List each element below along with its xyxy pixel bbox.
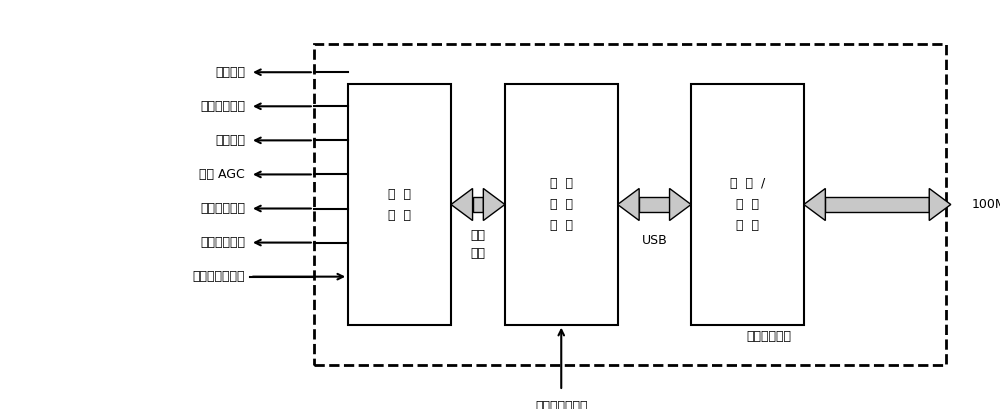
Polygon shape — [929, 189, 951, 220]
Polygon shape — [483, 189, 505, 220]
Text: 收发开关控制: 收发开关控制 — [200, 100, 245, 113]
Polygon shape — [804, 189, 825, 220]
Text: 数  字
信  号
处  理: 数 字 信 号 处 理 — [550, 177, 573, 232]
Text: 定标信号、目标: 定标信号、目标 — [193, 270, 245, 283]
Text: 控  制  /
网  络
通  信: 控 制 / 网 络 通 信 — [730, 177, 765, 232]
Text: 发射波形: 发射波形 — [215, 66, 245, 79]
Text: 数据传输控制: 数据传输控制 — [200, 236, 245, 249]
Polygon shape — [618, 189, 639, 220]
Text: 100M以太网: 100M以太网 — [971, 198, 1000, 211]
Bar — [505, 84, 618, 325]
Text: 波束控制: 波束控制 — [215, 134, 245, 147]
Polygon shape — [451, 189, 473, 220]
Text: 模  拟
前  端: 模 拟 前 端 — [388, 187, 411, 222]
Bar — [348, 84, 451, 325]
Text: 工作模式控制: 工作模式控制 — [200, 202, 245, 215]
Text: USB: USB — [641, 234, 667, 247]
Text: 时钟、同步信号: 时钟、同步信号 — [535, 400, 588, 409]
Text: 并行
接口: 并行 接口 — [470, 229, 485, 260]
Bar — [691, 84, 804, 325]
Bar — [314, 44, 946, 365]
Text: 控制 AGC: 控制 AGC — [199, 168, 245, 181]
Polygon shape — [473, 197, 483, 212]
Polygon shape — [639, 197, 670, 212]
Polygon shape — [670, 189, 691, 220]
Text: 前端数字单元: 前端数字单元 — [746, 330, 791, 343]
Polygon shape — [825, 197, 929, 212]
